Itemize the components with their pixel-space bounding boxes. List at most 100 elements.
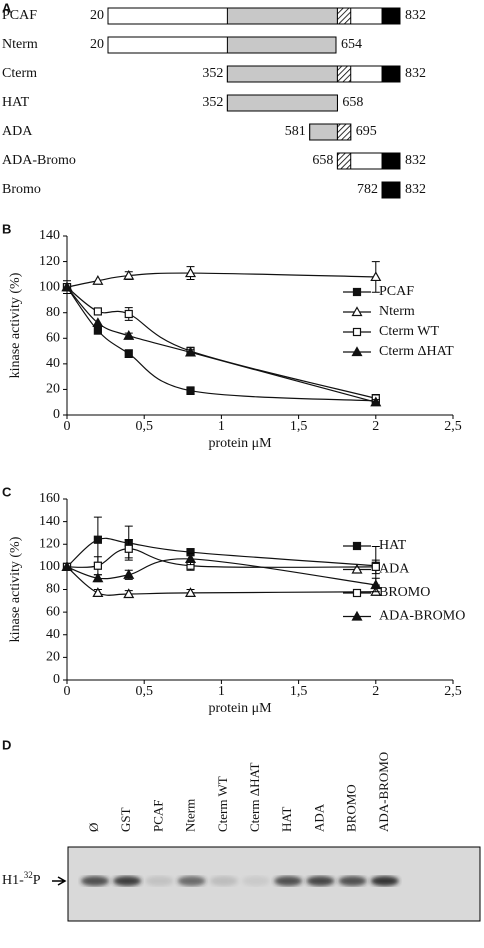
legend-marker xyxy=(352,588,362,598)
series-line xyxy=(66,537,376,568)
start-label: 352 xyxy=(202,66,223,81)
series-line xyxy=(66,286,376,399)
lane-label: Cterm WT xyxy=(215,776,230,832)
band xyxy=(81,876,109,886)
legend-marker xyxy=(351,610,363,621)
marker xyxy=(370,271,382,282)
legend-marker xyxy=(352,287,362,297)
x-tick-label: 2,5 xyxy=(444,684,462,699)
series-line xyxy=(66,286,376,403)
legend-label: Cterm WT xyxy=(379,324,439,339)
band-label-suffix: P xyxy=(33,873,41,888)
marker xyxy=(92,275,104,285)
legend-marker xyxy=(352,327,362,337)
y-tick-label: 160 xyxy=(39,491,60,506)
domain xyxy=(226,36,337,54)
legend-label: ADA-BROMO xyxy=(379,609,465,624)
marker xyxy=(92,587,104,597)
lane-label: ADA xyxy=(311,803,326,832)
construct-name: Bromo xyxy=(2,182,41,197)
marker xyxy=(371,562,380,571)
end-label: 832 xyxy=(405,66,426,81)
legend-label: ADA xyxy=(379,562,410,577)
panel-label: D xyxy=(2,737,11,752)
y-tick-label: 20 xyxy=(46,382,60,397)
y-tick-label: 40 xyxy=(46,627,60,642)
construct-name: ADA xyxy=(2,124,33,139)
marker xyxy=(123,330,135,340)
start-label: 20 xyxy=(90,8,104,23)
band xyxy=(145,876,174,886)
band xyxy=(209,876,238,886)
domain xyxy=(336,65,352,83)
domain xyxy=(336,123,352,141)
y-tick-label: 120 xyxy=(39,536,60,551)
end-label: 695 xyxy=(356,124,377,139)
y-tick-label: 80 xyxy=(46,582,60,597)
x-tick-label: 2 xyxy=(372,419,379,434)
end-label: 832 xyxy=(405,182,426,197)
y-tick-label: 0 xyxy=(53,672,60,687)
construct-name: ADA-Bromo xyxy=(2,153,76,168)
start-label: 658 xyxy=(312,153,333,168)
legend-label: PCAF xyxy=(379,284,414,299)
lane-label: Nterm xyxy=(183,799,198,832)
y-axis-label: kinase activity (%) xyxy=(8,536,23,642)
marker xyxy=(61,281,73,292)
x-axis-label: protein μM xyxy=(208,436,272,451)
domain xyxy=(336,152,352,170)
band-label-prefix: H1- xyxy=(2,873,24,888)
lane-label: HAT xyxy=(279,807,294,832)
marker xyxy=(124,309,133,319)
y-tick-label: 140 xyxy=(39,514,60,529)
band xyxy=(242,876,270,886)
legend-label: BROMO xyxy=(379,585,430,600)
y-tick-label: 60 xyxy=(46,604,60,619)
legend-marker xyxy=(351,306,363,317)
marker xyxy=(370,579,382,590)
series-line xyxy=(66,548,376,568)
band xyxy=(306,876,335,886)
band xyxy=(177,876,206,886)
marker xyxy=(184,346,197,357)
start-label: 782 xyxy=(357,182,378,197)
marker xyxy=(93,326,102,335)
y-tick-label: 80 xyxy=(46,305,60,320)
marker xyxy=(184,587,197,597)
marker xyxy=(93,561,102,570)
marker xyxy=(61,561,73,571)
legend-marker xyxy=(352,541,362,551)
legend-label: HAT xyxy=(379,538,407,553)
lane-label: GST xyxy=(118,807,133,832)
panel-label: A xyxy=(2,0,12,15)
y-axis-label: kinase activity (%) xyxy=(8,272,23,378)
y-tick-label: 120 xyxy=(39,254,60,269)
end-label: 832 xyxy=(405,153,426,168)
x-tick-label: 1 xyxy=(218,419,225,434)
construct-name: HAT xyxy=(2,95,30,110)
x-tick-label: 0,5 xyxy=(135,419,153,434)
marker xyxy=(123,269,135,280)
lane-label: Cterm ΔHAT xyxy=(247,763,262,832)
panel-label: B xyxy=(2,221,11,236)
band-label: H1-32P xyxy=(2,870,41,888)
x-tick-label: 1 xyxy=(218,684,225,699)
marker xyxy=(92,317,104,328)
lane-label: PCAF xyxy=(150,799,165,832)
y-tick-label: 100 xyxy=(39,279,60,294)
domain xyxy=(226,7,338,25)
band xyxy=(274,876,303,886)
legend-label: Cterm ΔHAT xyxy=(379,344,454,359)
y-tick-label: 0 xyxy=(53,407,60,422)
panel-label: C xyxy=(2,484,12,499)
y-tick-label: 60 xyxy=(46,331,60,346)
construct-name: PCAF xyxy=(2,8,37,23)
x-tick-label: 0 xyxy=(64,419,71,434)
marker xyxy=(124,544,133,553)
x-axis-label: protein μM xyxy=(208,701,272,716)
x-tick-label: 2 xyxy=(372,684,379,699)
y-tick-label: 140 xyxy=(39,228,60,243)
construct-name: Nterm xyxy=(2,37,38,52)
construct-name: Cterm xyxy=(2,66,37,81)
